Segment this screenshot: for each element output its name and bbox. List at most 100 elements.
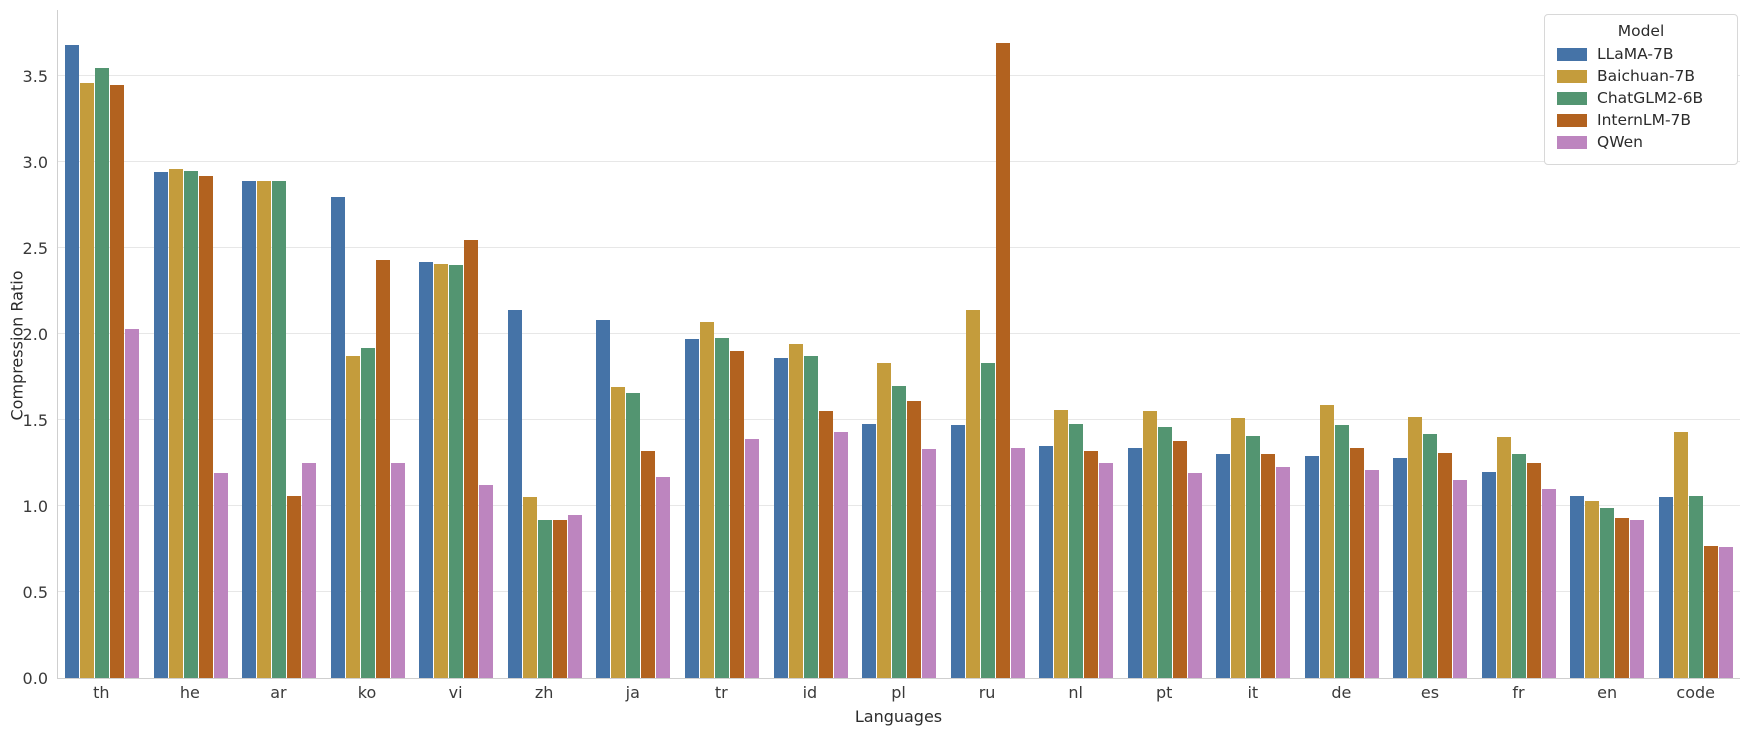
bar-InternLM-7B-th (110, 84, 125, 678)
bar-LLaMA-7B-ru (950, 425, 965, 678)
bar-LLaMA-7B-it (1216, 454, 1231, 678)
bar-ChatGLM2-6B-he (183, 170, 198, 678)
bar-group-ja (589, 10, 678, 678)
bar-ChatGLM2-6B-zh (537, 519, 552, 678)
bar-group-pt (1120, 10, 1209, 678)
legend-entry-QWen: QWen (1557, 133, 1725, 151)
x-tick-label-en: en (1597, 683, 1618, 702)
x-tick-label-ru: ru (978, 683, 996, 702)
bar-QWen-nl (1099, 463, 1114, 678)
legend-swatch-icon (1557, 113, 1587, 127)
legend-entry-Baichuan-7B: Baichuan-7B (1557, 67, 1725, 85)
bar-Baichuan-7B-pl (877, 363, 892, 678)
bar-QWen-ja (656, 476, 671, 678)
bar-ChatGLM2-6B-nl (1069, 423, 1084, 678)
bar-InternLM-7B-nl (1084, 451, 1099, 678)
bar-group-id (766, 10, 855, 678)
bar-InternLM-7B-tr (729, 351, 744, 678)
bar-QWen-id (833, 432, 848, 678)
bar-group-zh (501, 10, 590, 678)
bar-ChatGLM2-6B-es (1423, 433, 1438, 678)
bar-LLaMA-7B-th (65, 45, 80, 678)
bar-ChatGLM2-6B-pt (1157, 426, 1172, 678)
bar-LLaMA-7B-pl (862, 423, 877, 678)
bar-InternLM-7B-ar (287, 495, 302, 678)
bar-LLaMA-7B-ja (596, 320, 611, 678)
bar-ChatGLM2-6B-ko (360, 347, 375, 678)
bar-Baichuan-7B-ja (611, 387, 626, 678)
bar-ChatGLM2-6B-en (1600, 507, 1615, 678)
bar-LLaMA-7B-de (1304, 456, 1319, 678)
bar-ChatGLM2-6B-vi (449, 265, 464, 678)
gridline (58, 161, 1740, 163)
bar-LLaMA-7B-tr (684, 339, 699, 678)
bar-LLaMA-7B-vi (419, 261, 434, 678)
bar-Baichuan-7B-ar (257, 181, 272, 678)
bar-Baichuan-7B-th (80, 83, 95, 678)
bar-ChatGLM2-6B-ja (626, 392, 641, 678)
bar-QWen-tr (744, 438, 759, 678)
bar-QWen-vi (479, 485, 494, 678)
bar-group-th (58, 10, 147, 678)
bar-LLaMA-7B-he (153, 172, 168, 678)
legend: Model LLaMA-7B Baichuan-7B ChatGLM2-6B Inte… (1544, 14, 1738, 165)
bar-LLaMA-7B-code (1658, 497, 1673, 678)
legend-entry-ChatGLM2-6B: ChatGLM2-6B (1557, 89, 1725, 107)
legend-entry-LLaMA-7B: LLaMA-7B (1557, 45, 1725, 63)
bar-LLaMA-7B-pt (1127, 447, 1142, 678)
bar-ChatGLM2-6B-ar (272, 181, 287, 678)
legend-entry-InternLM-7B: InternLM-7B (1557, 111, 1725, 129)
bar-Baichuan-7B-pt (1142, 411, 1157, 678)
bar-ChatGLM2-6B-tr (714, 337, 729, 678)
gridline (58, 75, 1740, 77)
bar-InternLM-7B-ko (375, 260, 390, 678)
bar-group-he (147, 10, 236, 678)
x-tick-label-es: es (1420, 683, 1440, 702)
bar-ChatGLM2-6B-it (1246, 435, 1261, 678)
bar-InternLM-7B-it (1261, 454, 1276, 678)
legend-swatch-icon (1557, 91, 1587, 105)
bar-Baichuan-7B-ru (965, 310, 980, 678)
bar-group-it (1209, 10, 1298, 678)
bar-LLaMA-7B-nl (1039, 445, 1054, 678)
bar-InternLM-7B-vi (464, 239, 479, 678)
bar-QWen-he (213, 473, 228, 678)
y-tick-label: 2.0 (22, 325, 48, 345)
legend-label: Baichuan-7B (1597, 67, 1696, 85)
legend-entries: LLaMA-7B Baichuan-7B ChatGLM2-6B InternLM-7… (1557, 45, 1725, 151)
bar-group-vi (412, 10, 501, 678)
bar-ChatGLM2-6B-th (95, 67, 110, 678)
legend-label: InternLM-7B (1597, 111, 1692, 129)
legend-label: ChatGLM2-6B (1597, 89, 1704, 107)
bar-ChatGLM2-6B-de (1334, 425, 1349, 678)
plot-area (57, 10, 1740, 679)
x-tick-label-it: it (1247, 683, 1259, 702)
bar-group-ar (235, 10, 324, 678)
bar-Baichuan-7B-zh (522, 497, 537, 678)
bar-QWen-es (1453, 480, 1468, 678)
bar-group-code (1652, 10, 1741, 678)
bar-InternLM-7B-fr (1526, 463, 1541, 678)
bar-InternLM-7B-es (1438, 452, 1453, 678)
bar-InternLM-7B-zh (552, 519, 567, 678)
gridline (58, 333, 1740, 335)
bar-QWen-zh (567, 514, 582, 678)
bar-QWen-fr (1541, 488, 1556, 678)
x-tick-label-nl: nl (1068, 683, 1083, 702)
legend-swatch-icon (1557, 47, 1587, 61)
bar-Baichuan-7B-tr (699, 322, 714, 678)
bar-group-pl (855, 10, 944, 678)
x-tick-label-code: code (1676, 683, 1715, 702)
bar-group-en (1563, 10, 1652, 678)
bar-Baichuan-7B-it (1231, 418, 1246, 678)
y-tick-label: 2.5 (22, 239, 48, 259)
bar-group-tr (678, 10, 767, 678)
bar-Baichuan-7B-nl (1054, 409, 1069, 678)
bar-ChatGLM2-6B-pl (892, 385, 907, 678)
bar-InternLM-7B-en (1615, 518, 1630, 678)
bar-group-es (1386, 10, 1475, 678)
x-tick-label-ko: ko (357, 683, 377, 702)
legend-label: LLaMA-7B (1597, 45, 1674, 63)
bar-LLaMA-7B-zh (507, 310, 522, 678)
